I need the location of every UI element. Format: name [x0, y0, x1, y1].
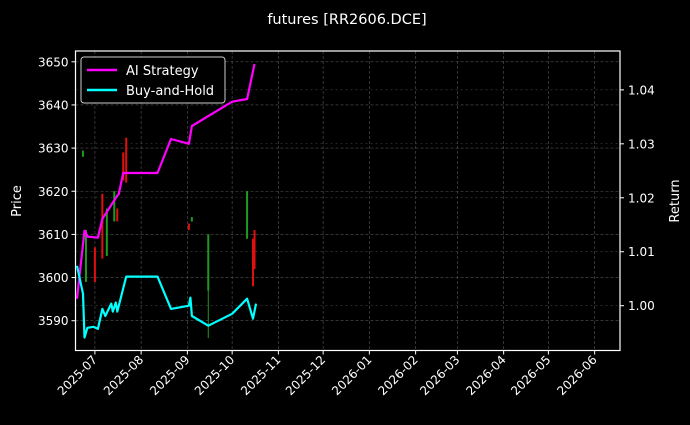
y2-tick-label: 1.03 — [628, 137, 655, 151]
candle-body — [207, 234, 210, 291]
candle-body — [252, 238, 255, 287]
series-lines — [75, 63, 258, 339]
candle-body — [81, 150, 84, 157]
candle-body — [113, 191, 116, 222]
candle-body — [125, 137, 128, 183]
y-tick-label: 3610 — [38, 228, 69, 242]
candle-body — [93, 247, 96, 282]
y2-tick-label: 1.01 — [628, 245, 655, 259]
candle-body — [190, 217, 193, 222]
y2-tick-label: 1.04 — [628, 83, 655, 97]
y-tick-label: 3600 — [38, 271, 69, 285]
series-line-buy-and-hold — [75, 265, 258, 339]
candle-body — [253, 230, 256, 269]
candle-body — [105, 208, 108, 256]
legend-label-buy-and-hold: Buy-and-Hold — [126, 84, 214, 99]
y-axis-label: Price — [10, 185, 25, 217]
y2-tick-label: 1.00 — [628, 299, 655, 313]
candle-body — [246, 191, 249, 239]
chart-title: futures [RR2606.DCE] — [267, 12, 426, 28]
candle-body — [101, 193, 104, 259]
candle-body — [116, 208, 119, 222]
series-line-ai-strategy — [75, 63, 256, 299]
y-tick-label: 3590 — [38, 314, 69, 328]
y-tick-label: 3650 — [38, 55, 69, 69]
y-tick-label: 3630 — [38, 142, 69, 156]
legend: AI Strategy Buy-and-Hold — [80, 56, 226, 104]
y2-axis-label: Return — [668, 179, 683, 222]
candle-body — [187, 223, 190, 231]
legend-label-ai-strategy: AI Strategy — [126, 64, 199, 79]
y-tick-label: 3620 — [38, 185, 69, 199]
plot-frame — [74, 50, 621, 352]
candle-body — [84, 230, 87, 282]
y-tick-label: 3640 — [38, 98, 69, 112]
y2-tick-label: 1.02 — [628, 191, 655, 205]
candle-body — [122, 152, 125, 181]
candlesticks — [81, 137, 256, 338]
